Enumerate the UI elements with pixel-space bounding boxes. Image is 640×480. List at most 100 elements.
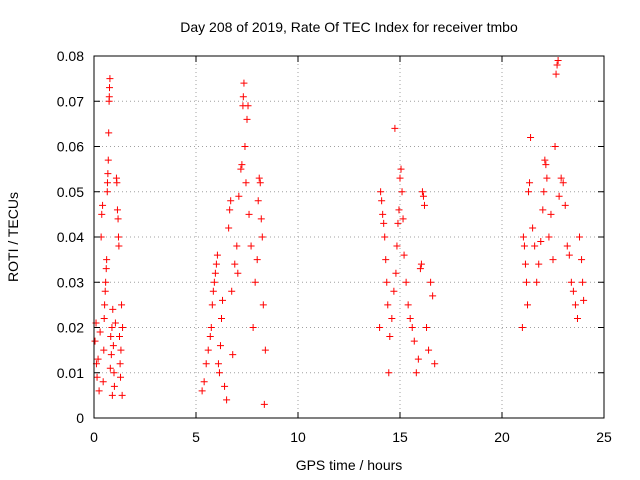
data-point (96, 328, 104, 336)
data-point (378, 197, 386, 205)
data-point (228, 287, 236, 295)
data-point (100, 314, 108, 322)
y-tick-label: 0.05 (57, 184, 84, 200)
data-point (214, 360, 222, 368)
y-tick-label: 0.07 (57, 93, 84, 109)
data-point (235, 192, 243, 200)
data-point (114, 215, 122, 223)
data-point (404, 301, 412, 309)
y-tick-label: 0 (76, 410, 84, 426)
data-point (221, 382, 229, 390)
data-point (529, 224, 537, 232)
data-point (99, 201, 107, 209)
data-point (522, 278, 530, 286)
data-point (212, 260, 220, 268)
data-point (397, 165, 405, 173)
data-point (390, 287, 398, 295)
data-point (245, 210, 253, 218)
data-point (554, 57, 562, 65)
data-point (118, 301, 126, 309)
data-point (255, 174, 263, 182)
data-point (91, 337, 99, 345)
x-tick-label: 15 (392, 429, 408, 445)
data-point (207, 324, 215, 331)
data-point (240, 79, 248, 87)
data-point (227, 197, 235, 205)
data-point (103, 256, 111, 264)
data-point (226, 206, 234, 214)
data-point (231, 260, 239, 268)
data-point (218, 314, 225, 322)
data-point (108, 391, 116, 399)
data-point (385, 369, 393, 377)
plot-frame (93, 55, 605, 419)
data-point (239, 93, 247, 101)
data-point (579, 278, 587, 286)
x-tick-label: 10 (290, 429, 306, 445)
data-point (563, 242, 571, 250)
data-point (105, 93, 113, 101)
data-point (520, 242, 528, 250)
data-point (576, 233, 584, 241)
data-point (225, 224, 233, 232)
data-point (116, 333, 123, 341)
data-point (392, 269, 400, 277)
data-point (427, 278, 435, 286)
data-point (261, 346, 269, 354)
data-point (233, 242, 241, 250)
data-point (202, 360, 210, 368)
data-point (106, 75, 114, 83)
data-point (215, 369, 223, 377)
data-points (91, 57, 588, 408)
data-point (104, 170, 112, 178)
x-tick-label: 20 (494, 429, 510, 445)
data-point (113, 179, 121, 187)
data-point (234, 269, 242, 277)
data-point (541, 156, 549, 164)
data-point (527, 133, 535, 141)
data-point (105, 129, 113, 137)
data-point (557, 174, 565, 182)
data-point (535, 260, 543, 268)
data-point (391, 124, 399, 132)
data-point (107, 351, 115, 359)
data-point (254, 197, 262, 205)
data-point (412, 369, 420, 377)
data-point (565, 251, 573, 259)
data-point (555, 192, 563, 200)
data-point (114, 233, 122, 241)
data-point (110, 369, 118, 377)
data-point (408, 324, 416, 331)
data-point (260, 400, 268, 408)
data-point (238, 161, 246, 169)
data-point (395, 206, 403, 214)
chart-title: Day 208 of 2019, Rate Of TEC Index for r… (180, 19, 518, 35)
data-point (580, 296, 588, 304)
data-point (117, 346, 125, 354)
data-point (539, 206, 547, 214)
data-point (223, 396, 231, 404)
data-point (402, 278, 410, 286)
data-point (549, 256, 557, 264)
axis-ticks: 0 5 10 15 20 25 0 0.01 0.02 0.03 0.04 0.05 0.06 0.07 0… (57, 48, 612, 445)
data-point (116, 360, 124, 368)
data-point (210, 278, 218, 286)
data-point (526, 179, 534, 187)
data-point (386, 333, 394, 341)
data-point (106, 84, 114, 92)
data-point (552, 70, 560, 78)
data-point (198, 387, 206, 395)
data-point (103, 188, 111, 196)
data-point (229, 351, 237, 359)
data-point (258, 233, 266, 241)
data-point (256, 179, 264, 187)
data-point (110, 382, 118, 390)
data-point (98, 210, 106, 218)
data-point (561, 201, 569, 209)
grid-lines (94, 56, 604, 418)
data-point (377, 188, 385, 196)
data-point (381, 233, 389, 241)
data-point (101, 301, 109, 309)
data-point (537, 238, 545, 246)
data-point (107, 333, 115, 341)
